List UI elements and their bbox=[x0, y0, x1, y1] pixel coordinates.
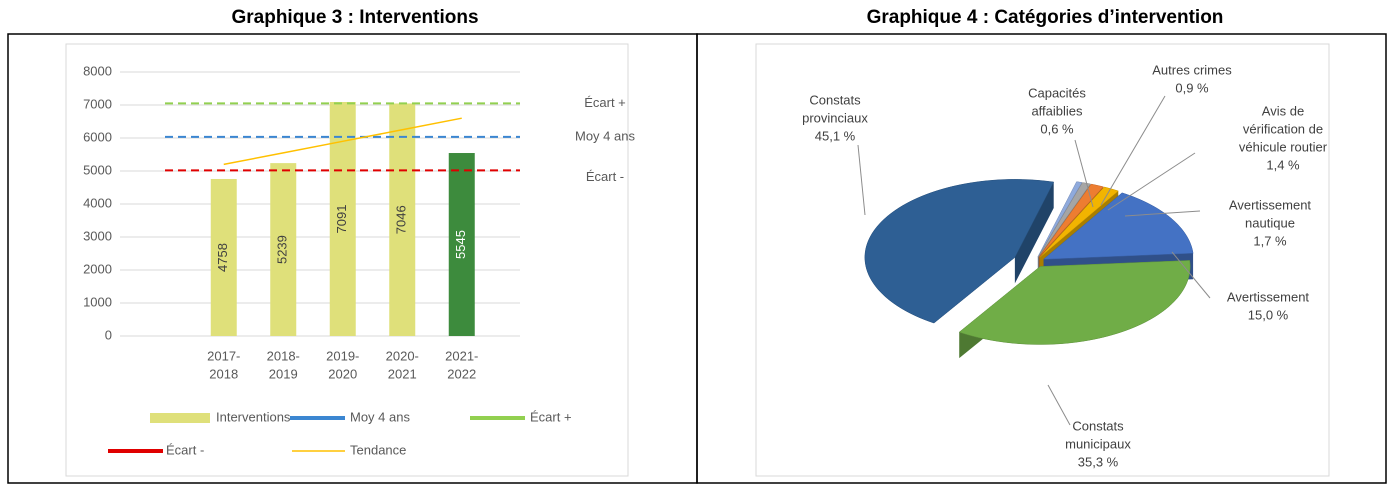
slice-label: Constats bbox=[809, 92, 861, 107]
slice-label: Avis de bbox=[1262, 103, 1304, 118]
data-label: 5239 bbox=[275, 235, 290, 264]
x-tick-label: 2021- bbox=[445, 348, 478, 363]
x-tick-label: 2020- bbox=[386, 348, 419, 363]
x-tick-label: 2021 bbox=[388, 366, 417, 381]
reference-label: Écart + bbox=[584, 95, 626, 110]
x-tick-label: 2019- bbox=[326, 348, 359, 363]
trend-line bbox=[223, 117, 462, 166]
slice-value: 0,9 % bbox=[1175, 80, 1209, 95]
chart-title: Graphique 3 : Interventions bbox=[231, 7, 478, 28]
leader-line bbox=[1100, 95, 1166, 206]
bar bbox=[210, 178, 237, 336]
slice-label: vérification de bbox=[1243, 121, 1323, 136]
leader-line bbox=[1047, 384, 1071, 426]
y-tick-label: 7000 bbox=[83, 96, 112, 111]
x-tick-label: 2022 bbox=[447, 366, 476, 381]
x-tick-label: 2017- bbox=[207, 348, 240, 363]
slice bbox=[1039, 186, 1119, 258]
x-tick-label: 2019 bbox=[269, 366, 298, 381]
reference-label: Écart - bbox=[586, 169, 624, 184]
chart-title: Graphique 4 : Catégories d’intervention bbox=[867, 7, 1224, 28]
bar bbox=[389, 103, 416, 337]
y-tick-label: 3000 bbox=[83, 228, 112, 243]
x-tick-label: 2018 bbox=[209, 366, 238, 381]
x-tick-label: 2020 bbox=[328, 366, 357, 381]
slice-label: Capacités bbox=[1028, 85, 1086, 100]
right-frame bbox=[696, 33, 1387, 484]
x-tick-label: 2018- bbox=[267, 348, 300, 363]
slice-label: affaiblies bbox=[1031, 103, 1083, 118]
slice bbox=[1038, 183, 1104, 258]
leader-line bbox=[1124, 210, 1201, 217]
slice-label: provinciaux bbox=[802, 110, 868, 125]
slice bbox=[958, 260, 1191, 345]
y-tick-label: 0 bbox=[105, 327, 112, 342]
leader-line bbox=[1074, 139, 1094, 208]
slice-label: nautique bbox=[1245, 215, 1295, 230]
data-label: 5545 bbox=[453, 230, 468, 259]
slice-value: 45,1 % bbox=[815, 128, 856, 143]
data-label: 4758 bbox=[215, 243, 230, 272]
y-tick-label: 2000 bbox=[83, 261, 112, 276]
slice-label: municipaux bbox=[1065, 436, 1131, 451]
legend-label: Écart + bbox=[530, 409, 572, 424]
slice-value: 0,6 % bbox=[1040, 121, 1074, 136]
leader-line bbox=[1107, 152, 1196, 211]
y-tick-label: 8000 bbox=[83, 63, 112, 78]
legend-label: Moy 4 ans bbox=[350, 409, 410, 424]
chart-frame bbox=[755, 43, 1330, 477]
slice-label: Constats bbox=[1072, 418, 1124, 433]
bar bbox=[270, 163, 297, 336]
slice-label: Autres crimes bbox=[1152, 62, 1232, 77]
slice-value: 1,7 % bbox=[1253, 233, 1287, 248]
leader-line bbox=[857, 144, 866, 216]
data-label: 7046 bbox=[394, 205, 409, 234]
reference-label: Moy 4 ans bbox=[575, 128, 635, 143]
y-tick-label: 6000 bbox=[83, 129, 112, 144]
slice bbox=[864, 179, 1055, 324]
leader-line bbox=[1171, 251, 1211, 299]
y-tick-label: 1000 bbox=[83, 294, 112, 309]
chart-frame bbox=[65, 43, 629, 477]
data-label: 7091 bbox=[334, 205, 349, 234]
slice-label: véhicule routier bbox=[1239, 139, 1328, 154]
legend-label: Tendance bbox=[350, 442, 406, 457]
slice-label: Avertissement bbox=[1229, 197, 1312, 212]
legend-label: Écart - bbox=[166, 442, 204, 457]
legend-label: Interventions bbox=[216, 409, 291, 424]
slice-value: 15,0 % bbox=[1248, 307, 1289, 322]
y-tick-label: 5000 bbox=[83, 162, 112, 177]
slice-value: 1,4 % bbox=[1266, 157, 1300, 172]
y-tick-label: 4000 bbox=[83, 195, 112, 210]
bar bbox=[448, 153, 475, 336]
slice-value: 35,3 % bbox=[1078, 454, 1119, 469]
slice bbox=[1042, 192, 1194, 260]
slice-label: Avertissement bbox=[1227, 289, 1310, 304]
legend-swatch bbox=[150, 413, 210, 423]
slice bbox=[1037, 181, 1083, 258]
